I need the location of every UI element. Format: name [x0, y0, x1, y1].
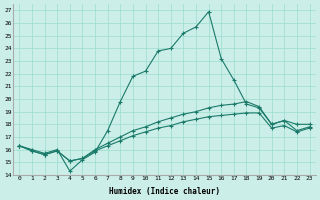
- X-axis label: Humidex (Indice chaleur): Humidex (Indice chaleur): [109, 187, 220, 196]
